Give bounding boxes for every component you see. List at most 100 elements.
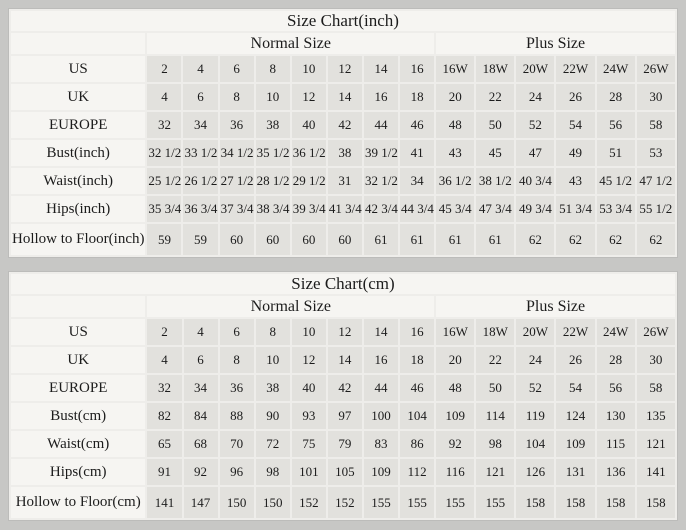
size-cell: 25 1/2 [147, 168, 182, 194]
size-cell: 26 [556, 84, 595, 110]
size-cell: 61 [436, 224, 475, 255]
size-cell: 38 [327, 140, 362, 166]
size-cell: 86 [400, 431, 435, 457]
size-cell: 104 [400, 403, 435, 429]
size-cell: 12 [291, 347, 326, 373]
size-cell: 20W [516, 319, 555, 345]
size-cell: 158 [556, 487, 595, 518]
size-cell: 84 [183, 403, 218, 429]
size-cell: 56 [596, 375, 635, 401]
size-cell: 24W [596, 319, 635, 345]
size-cell: 60 [327, 224, 362, 255]
size-cell: 43 [436, 140, 475, 166]
size-cell: 26W [636, 56, 675, 82]
size-cell: 44 [363, 112, 399, 138]
size-cell: 124 [556, 403, 595, 429]
size-cell: 155 [476, 487, 515, 518]
size-cell: 79 [327, 431, 362, 457]
table-title-row: Size Chart(cm) [11, 274, 675, 294]
size-cell: 4 [147, 347, 182, 373]
table-body: US 2 4 6 8 10 12 14 16 16W 18W 20W 22W 24W 26W UK 4 6 8 10 1… [11, 319, 675, 518]
size-cell: 49 [556, 140, 595, 166]
size-cell: 26 1/2 [183, 168, 218, 194]
size-cell: 58 [636, 112, 675, 138]
size-cell: 121 [636, 431, 675, 457]
size-cell: 70 [219, 431, 254, 457]
table-title-row: Size Chart(inch) [11, 11, 675, 31]
size-cell: 46 [400, 375, 435, 401]
size-cell: 10 [291, 56, 326, 82]
size-cell: 44 [363, 375, 399, 401]
size-cell: 16W [436, 56, 475, 82]
size-cell: 6 [183, 347, 218, 373]
size-cell: 47 3/4 [476, 196, 515, 222]
size-cell: 32 [147, 112, 182, 138]
size-cell: 34 [400, 168, 435, 194]
table-row: Hips(inch) 35 3/4 36 3/4 37 3/4 38 3/4 39 3/4… [11, 196, 675, 222]
size-cell: 150 [219, 487, 254, 518]
size-cell: 114 [476, 403, 515, 429]
size-cell: 72 [255, 431, 290, 457]
size-cell: 22W [556, 56, 595, 82]
size-cell: 141 [636, 459, 675, 485]
size-cell: 60 [291, 224, 326, 255]
table-title: Size Chart(cm) [11, 274, 675, 294]
row-label: Hips(cm) [11, 459, 146, 485]
size-cell: 104 [516, 431, 555, 457]
size-cell: 18W [476, 319, 515, 345]
size-cell: 61 [476, 224, 515, 255]
size-cell: 40 3/4 [516, 168, 555, 194]
size-cell: 60 [255, 224, 290, 255]
size-cell: 130 [596, 403, 635, 429]
size-cell: 41 3/4 [327, 196, 362, 222]
size-cell: 2 [147, 56, 182, 82]
group-header-row: Normal Size Plus Size [11, 296, 675, 317]
size-cell: 36 3/4 [183, 196, 218, 222]
size-cell: 18W [476, 56, 515, 82]
size-cell: 36 1/2 [291, 140, 326, 166]
table-row: Hollow to Floor(cm) 141 147 150 150 152 152 155… [11, 487, 675, 518]
size-cell: 101 [291, 459, 326, 485]
size-cell: 50 [476, 375, 515, 401]
size-cell: 52 [516, 112, 555, 138]
size-cell: 4 [183, 56, 218, 82]
size-cell: 105 [327, 459, 362, 485]
size-cell: 32 1/2 [363, 168, 399, 194]
table-row: UK 4 6 8 10 12 14 16 18 20 22 24 26 28 30 [11, 84, 675, 110]
size-cell: 24W [596, 56, 635, 82]
size-cell: 4 [183, 319, 218, 345]
size-cell: 36 1/2 [436, 168, 475, 194]
size-cell: 55 1/2 [636, 196, 675, 222]
size-cell: 68 [183, 431, 218, 457]
size-cell: 8 [255, 56, 290, 82]
row-label: Waist(cm) [11, 431, 146, 457]
size-cell: 34 [183, 375, 218, 401]
size-cell: 116 [436, 459, 475, 485]
size-cell: 2 [147, 319, 182, 345]
table-row: Bust(inch) 32 1/2 33 1/2 34 1/2 35 1/2 36 1/2… [11, 140, 675, 166]
size-cell: 135 [636, 403, 675, 429]
size-cell: 12 [327, 319, 362, 345]
size-cell: 14 [327, 84, 362, 110]
size-cell: 8 [255, 319, 290, 345]
row-label: Bust(cm) [11, 403, 146, 429]
size-cell: 10 [255, 84, 290, 110]
size-cell: 158 [636, 487, 675, 518]
size-cell: 18 [400, 347, 435, 373]
size-cell: 28 [596, 347, 635, 373]
size-cell: 22W [556, 319, 595, 345]
size-cell: 61 [400, 224, 435, 255]
size-cell: 44 3/4 [400, 196, 435, 222]
size-cell: 58 [636, 375, 675, 401]
size-cell: 155 [363, 487, 399, 518]
size-cell: 93 [291, 403, 326, 429]
size-cell: 6 [183, 84, 218, 110]
size-cell: 62 [516, 224, 555, 255]
size-chart-cm-table: Size Chart(cm) Normal Size Plus Size US 2… [8, 271, 678, 521]
size-cell: 14 [363, 319, 399, 345]
size-cell: 22 [476, 347, 515, 373]
size-cell: 109 [556, 431, 595, 457]
size-cell: 8 [219, 347, 254, 373]
row-label: EUROPE [11, 375, 146, 401]
